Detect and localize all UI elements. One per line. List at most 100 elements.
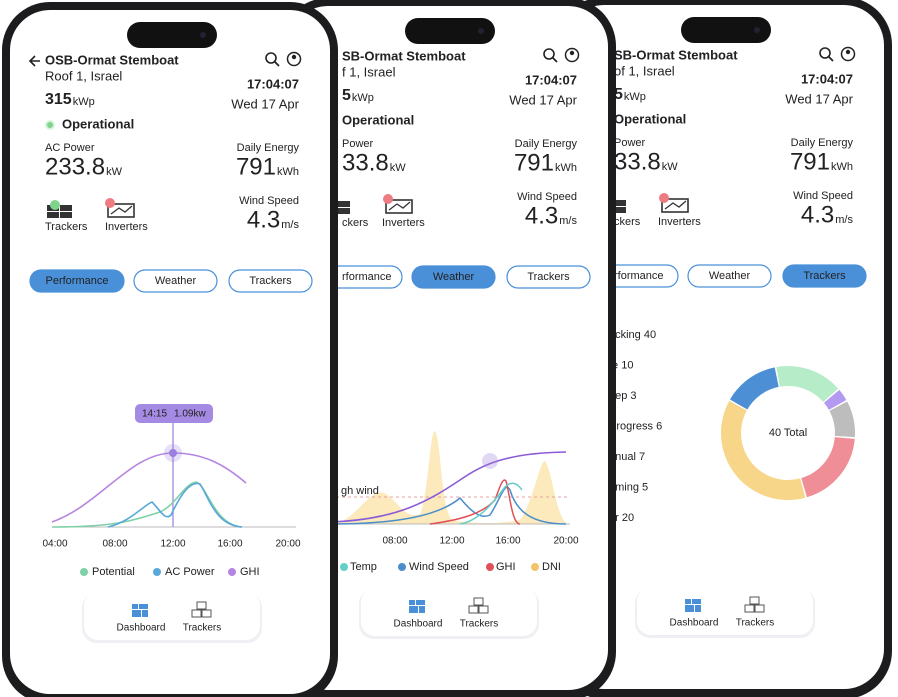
search-icon[interactable] bbox=[265, 52, 277, 64]
tab-label: Weather bbox=[709, 270, 751, 282]
metric-value: 791 bbox=[790, 148, 830, 175]
tab[interactable] bbox=[411, 265, 496, 289]
tab[interactable] bbox=[228, 269, 313, 293]
inverter-box bbox=[385, 199, 413, 214]
legend-label: Temp bbox=[350, 561, 377, 573]
tab-label: Weather bbox=[433, 271, 475, 283]
site-title: OSB-Ormat Stemboat bbox=[45, 52, 179, 67]
inverter-status bbox=[105, 198, 115, 208]
tab[interactable] bbox=[687, 264, 772, 288]
trackers-icon bbox=[744, 604, 755, 613]
tracker-panel bbox=[338, 201, 350, 207]
trackers-icon bbox=[196, 601, 207, 610]
trackers-icon bbox=[473, 597, 484, 606]
inverter-wave bbox=[664, 200, 687, 210]
site-subtitle: of 1, Israel bbox=[614, 63, 675, 78]
user-icon[interactable] bbox=[286, 51, 302, 67]
tab[interactable] bbox=[133, 269, 218, 293]
trackers-icon bbox=[749, 596, 760, 605]
x-label: 20:00 bbox=[553, 536, 578, 547]
metric-value: 33.8 bbox=[342, 149, 389, 176]
donut-segment bbox=[721, 366, 855, 501]
metric-label: Daily Energy bbox=[791, 137, 854, 149]
user-icon[interactable] bbox=[840, 46, 856, 62]
metric-unit: m/s bbox=[281, 219, 299, 231]
inverter-status bbox=[383, 194, 393, 204]
donut-segment bbox=[721, 366, 855, 501]
metric-value: 791 bbox=[514, 149, 554, 176]
bottom-nav bbox=[637, 587, 813, 635]
date: Wed 17 Apr bbox=[509, 92, 577, 107]
search-icon[interactable] bbox=[819, 47, 831, 59]
capacity: 315 bbox=[45, 91, 72, 108]
nav-item[interactable]: Trackers bbox=[183, 623, 222, 634]
metric-unit: kWh bbox=[831, 161, 853, 173]
legend-label: Potential bbox=[92, 566, 135, 578]
capacity: 5 bbox=[614, 86, 623, 103]
screen bbox=[10, 10, 330, 694]
device-label: ckers bbox=[342, 217, 369, 229]
legend-label: Wind Speed bbox=[409, 561, 469, 573]
x-label: 16:00 bbox=[495, 536, 520, 547]
x-label: 12:00 bbox=[439, 536, 464, 547]
metric-value: 33.8 bbox=[614, 148, 661, 175]
search-handle bbox=[274, 61, 280, 67]
legend-dot bbox=[531, 563, 539, 571]
nav-item[interactable]: Trackers bbox=[736, 618, 775, 629]
metric-label: Daily Energy bbox=[515, 138, 578, 150]
camera bbox=[478, 28, 484, 34]
site-title: SB-Ormat Stemboat bbox=[342, 48, 466, 63]
red-curve bbox=[429, 479, 521, 525]
user-head bbox=[569, 50, 575, 56]
tab-label: rformance bbox=[342, 271, 392, 283]
donut-segment bbox=[721, 366, 855, 500]
tab-label: Trackers bbox=[803, 270, 846, 282]
device-label: Inverters bbox=[382, 217, 425, 229]
tooltip bbox=[135, 404, 213, 423]
camera bbox=[200, 32, 206, 38]
cursor-dot bbox=[169, 449, 177, 457]
cursor-glow bbox=[482, 453, 498, 469]
bottom-nav bbox=[84, 592, 260, 640]
metric-value: 791 bbox=[236, 153, 276, 180]
back-arrow[interactable] bbox=[28, 55, 40, 67]
metric-value: 233.8 bbox=[45, 153, 105, 180]
tab[interactable] bbox=[782, 264, 867, 288]
tooltip-time: 14:15 bbox=[142, 409, 167, 420]
dashboard-icon bbox=[685, 605, 694, 612]
nav-item[interactable]: Dashboard bbox=[117, 623, 166, 634]
donut-segment bbox=[721, 365, 855, 500]
date: Wed 17 Apr bbox=[231, 96, 299, 111]
search-icon[interactable] bbox=[543, 48, 555, 60]
annotation: gh wind bbox=[341, 485, 379, 497]
legend-dot bbox=[80, 568, 88, 576]
legend-item: acking 40 bbox=[609, 329, 656, 341]
dashboard-icon bbox=[139, 604, 148, 609]
trackers-icon bbox=[478, 605, 489, 614]
wind-curve bbox=[329, 486, 567, 525]
legend-label: GHI bbox=[240, 566, 260, 578]
tab[interactable] bbox=[29, 269, 125, 293]
capacity-unit: kWp bbox=[624, 91, 646, 103]
dynamic-island bbox=[127, 22, 217, 48]
nav-item[interactable]: Dashboard bbox=[394, 619, 443, 630]
dynamic-island bbox=[405, 18, 495, 44]
legend-label: GHI bbox=[496, 561, 516, 573]
user-icon[interactable] bbox=[564, 47, 580, 63]
legend-item: anual 7 bbox=[609, 451, 645, 463]
metric-label: Wind Speed bbox=[793, 190, 853, 202]
dashboard-icon bbox=[692, 599, 701, 604]
tracker-panel bbox=[60, 205, 72, 211]
dashboard-icon bbox=[142, 610, 148, 617]
time: 17:04:07 bbox=[801, 71, 853, 86]
tab[interactable] bbox=[506, 265, 591, 289]
nav-item[interactable]: Dashboard bbox=[670, 618, 719, 629]
status: Operational bbox=[62, 116, 134, 131]
legend-dot bbox=[486, 563, 494, 571]
legend-dot bbox=[398, 563, 406, 571]
nav-item[interactable]: Trackers bbox=[460, 619, 499, 630]
screen bbox=[564, 5, 884, 689]
capacity: 5 bbox=[342, 87, 351, 104]
dashboard-icon bbox=[409, 600, 415, 605]
